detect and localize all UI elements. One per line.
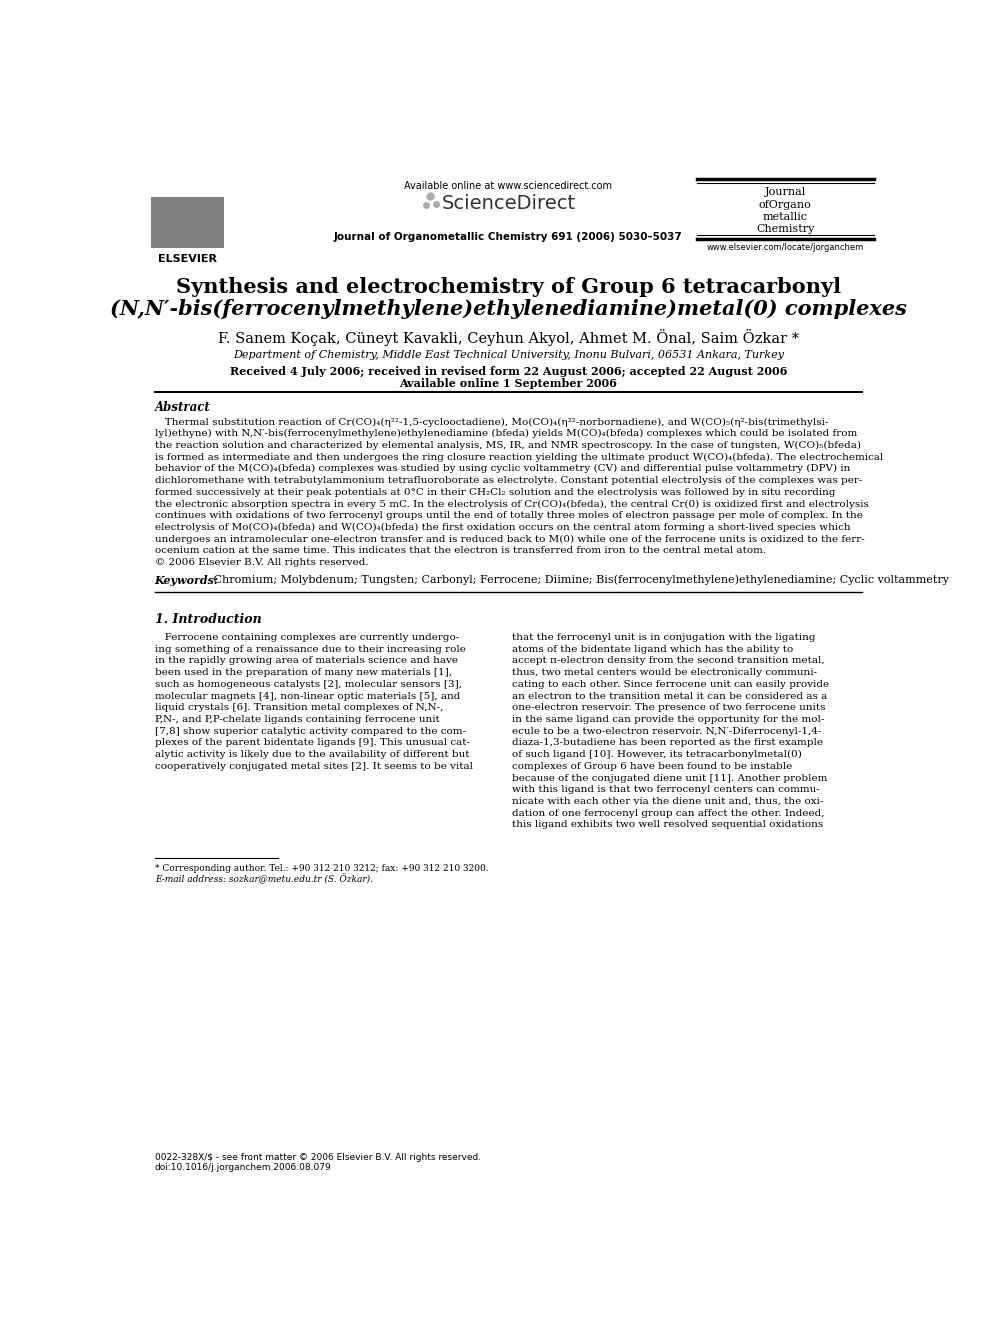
Text: dichloromethane with tetrabutylammonium tetrafluoroborate as electrolyte. Consta: dichloromethane with tetrabutylammonium … [155, 476, 862, 486]
Text: plexes of the parent bidentate ligands [9]. This unusual cat-: plexes of the parent bidentate ligands [… [155, 738, 470, 747]
Text: Chromium; Molybdenum; Tungsten; Carbonyl; Ferrocene; Diimine; Bis(ferrocenylmeth: Chromium; Molybdenum; Tungsten; Carbonyl… [210, 576, 949, 586]
Text: ing something of a renaissance due to their increasing role: ing something of a renaissance due to th… [155, 644, 465, 654]
Text: Received 4 July 2006; received in revised form 22 August 2006; accepted 22 Augus: Received 4 July 2006; received in revise… [230, 365, 787, 377]
Text: 1. Introduction: 1. Introduction [155, 613, 262, 626]
Text: liquid crystals [6]. Transition metal complexes of N,N-,: liquid crystals [6]. Transition metal co… [155, 704, 443, 712]
Text: lyl)ethyne) with N,N′-bis(ferrocenylmethylene)ethylenediamine (bfeda) yields M(C: lyl)ethyne) with N,N′-bis(ferrocenylmeth… [155, 429, 857, 438]
Text: [7,8] show superior catalytic activity compared to the com-: [7,8] show superior catalytic activity c… [155, 726, 466, 736]
Text: www.elsevier.com/locate/jorganchem: www.elsevier.com/locate/jorganchem [706, 243, 864, 253]
Text: complexes of Group 6 have been found to be instable: complexes of Group 6 have been found to … [512, 762, 793, 771]
Text: * Corresponding author. Tel.: +90 312 210 3212; fax: +90 312 210 3200.: * Corresponding author. Tel.: +90 312 21… [155, 864, 488, 873]
Text: this ligand exhibits two well resolved sequential oxidations: this ligand exhibits two well resolved s… [512, 820, 823, 830]
Text: Journal of Organometallic Chemistry 691 (2006) 5030–5037: Journal of Organometallic Chemistry 691 … [334, 232, 682, 242]
Text: the reaction solution and characterized by elemental analysis, MS, IR, and NMR s: the reaction solution and characterized … [155, 441, 861, 450]
Text: in the same ligand can provide the opportunity for the mol-: in the same ligand can provide the oppor… [512, 714, 824, 724]
Text: molecular magnets [4], non-linear optic materials [5], and: molecular magnets [4], non-linear optic … [155, 692, 460, 701]
Text: thus, two metal centers would be electronically communi-: thus, two metal centers would be electro… [512, 668, 817, 677]
Text: Keywords:: Keywords: [155, 576, 219, 586]
Text: 0022-328X/$ - see front matter © 2006 Elsevier B.V. All rights reserved.: 0022-328X/$ - see front matter © 2006 El… [155, 1154, 481, 1162]
Text: © 2006 Elsevier B.V. All rights reserved.: © 2006 Elsevier B.V. All rights reserved… [155, 558, 368, 568]
Text: nicate with each other via the diene unit and, thus, the oxi-: nicate with each other via the diene uni… [512, 796, 823, 806]
Text: (N,N′-bis(ferrocenylmethylene)ethylenediamine)metal(0) complexes: (N,N′-bis(ferrocenylmethylene)ethylenedi… [110, 299, 907, 319]
Text: cooperatively conjugated metal sites [2]. It seems to be vital: cooperatively conjugated metal sites [2]… [155, 762, 473, 771]
Text: metallic: metallic [763, 212, 807, 222]
Text: of such ligand [10]. However, its tetracarbonylmetal(0): of such ligand [10]. However, its tetrac… [512, 750, 803, 759]
Text: such as homogeneous catalysts [2], molecular sensors [3],: such as homogeneous catalysts [2], molec… [155, 680, 461, 689]
Text: E-mail address: sozkar@metu.edu.tr (S. Özkar).: E-mail address: sozkar@metu.edu.tr (S. Ö… [155, 875, 373, 885]
Text: the electronic absorption spectra in every 5 mC. In the electrolysis of Cr(CO)₄(: the electronic absorption spectra in eve… [155, 500, 869, 508]
Text: accept π-electron density from the second transition metal,: accept π-electron density from the secon… [512, 656, 825, 665]
Text: ocenium cation at the same time. This indicates that the electron is transferred: ocenium cation at the same time. This in… [155, 546, 766, 556]
Text: doi:10.1016/j.jorganchem.2006.08.079: doi:10.1016/j.jorganchem.2006.08.079 [155, 1163, 331, 1172]
Text: that the ferrocenyl unit is in conjugation with the ligating: that the ferrocenyl unit is in conjugati… [512, 632, 815, 642]
Text: P,N-, and P,P-chelate ligands containing ferrocene unit: P,N-, and P,P-chelate ligands containing… [155, 714, 439, 724]
Text: Abstract: Abstract [155, 401, 210, 414]
Text: been used in the preparation of many new materials [1],: been used in the preparation of many new… [155, 668, 451, 677]
Text: one-electron reservoir. The presence of two ferrocene units: one-electron reservoir. The presence of … [512, 704, 825, 712]
Text: in the rapidly growing area of materials science and have: in the rapidly growing area of materials… [155, 656, 457, 665]
Text: dation of one ferrocenyl group can affect the other. Indeed,: dation of one ferrocenyl group can affec… [512, 808, 824, 818]
Text: formed successively at their peak potentials at 0°C in their CH₂Cl₂ solution and: formed successively at their peak potent… [155, 488, 835, 497]
Text: behavior of the M(CO)₄(bfeda) complexes was studied by using cyclic voltammetry : behavior of the M(CO)₄(bfeda) complexes … [155, 464, 850, 474]
Text: Journal: Journal [765, 188, 806, 197]
Text: alytic activity is likely due to the availability of different but: alytic activity is likely due to the ava… [155, 750, 469, 759]
Text: F. Sanem Koçak, Cüneyt Kavakli, Ceyhun Akyol, Ahmet M. Önal, Saim Özkar *: F. Sanem Koçak, Cüneyt Kavakli, Ceyhun A… [218, 329, 799, 345]
FancyBboxPatch shape [151, 197, 224, 249]
Text: Chemistry: Chemistry [756, 224, 814, 234]
Text: electrolysis of Mo(CO)₄(bfeda) and W(CO)₄(bfeda) the first oxidation occurs on t: electrolysis of Mo(CO)₄(bfeda) and W(CO)… [155, 523, 850, 532]
Text: Ferrocene containing complexes are currently undergo-: Ferrocene containing complexes are curre… [155, 632, 459, 642]
Text: cating to each other. Since ferrocene unit can easily provide: cating to each other. Since ferrocene un… [512, 680, 829, 689]
Text: an electron to the transition metal it can be considered as a: an electron to the transition metal it c… [512, 692, 827, 701]
Text: continues with oxidations of two ferrocenyl groups until the end of totally thre: continues with oxidations of two ferroce… [155, 511, 863, 520]
Text: Thermal substitution reaction of Cr(CO)₄(η²²-1,5-cyclooctadiene), Mo(CO)₄(η²²-no: Thermal substitution reaction of Cr(CO)₄… [155, 418, 828, 426]
Text: diaza-1,3-butadiene has been reported as the first example: diaza-1,3-butadiene has been reported as… [512, 738, 823, 747]
Text: Available online at www.sciencedirect.com: Available online at www.sciencedirect.co… [405, 181, 612, 191]
Text: ELSEVIER: ELSEVIER [158, 254, 217, 263]
Text: Department of Chemistry, Middle East Technical University, Inonu Bulvari, 06531 : Department of Chemistry, Middle East Tec… [233, 351, 784, 360]
Text: Synthesis and electrochemistry of Group 6 tetracarbonyl: Synthesis and electrochemistry of Group … [176, 277, 841, 296]
Text: undergoes an intramolecular one-electron transfer and is reduced back to M(0) wh: undergoes an intramolecular one-electron… [155, 534, 864, 544]
Text: ScienceDirect: ScienceDirect [441, 194, 575, 213]
Text: atoms of the bidentate ligand which has the ability to: atoms of the bidentate ligand which has … [512, 644, 794, 654]
Text: ofOrgano: ofOrgano [759, 200, 811, 209]
Text: is formed as intermediate and then undergoes the ring closure reaction yielding : is formed as intermediate and then under… [155, 452, 883, 462]
Text: because of the conjugated diene unit [11]. Another problem: because of the conjugated diene unit [11… [512, 774, 827, 782]
Text: Available online 1 September 2006: Available online 1 September 2006 [400, 378, 617, 389]
Text: with this ligand is that two ferrocenyl centers can commu-: with this ligand is that two ferrocenyl … [512, 786, 820, 794]
Text: ecule to be a two-electron reservoir. N,N′-Diferrocenyl-1,4-: ecule to be a two-electron reservoir. N,… [512, 726, 821, 736]
